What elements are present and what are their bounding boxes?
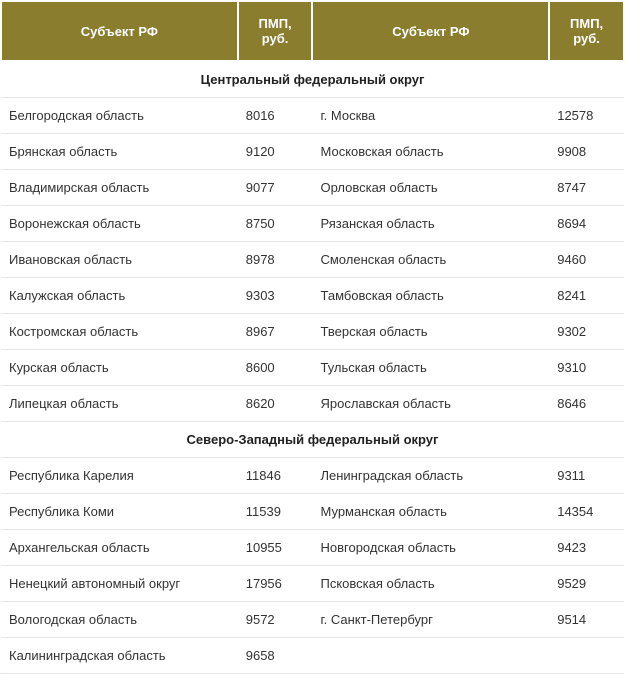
region-value-cell: 8978 (238, 242, 313, 278)
table-row: Белгородская область8016г. Москва12578 (1, 98, 624, 134)
region-name-cell: Тамбовская область (312, 278, 549, 314)
table-row: Костромская область8967Тверская область9… (1, 314, 624, 350)
region-name-cell: Новгородская область (312, 530, 549, 566)
region-name-cell: Владимирская область (1, 170, 238, 206)
region-value-cell: 9460 (549, 242, 624, 278)
region-value-cell: 8241 (549, 278, 624, 314)
table-row: Липецкая область8620Ярославская область8… (1, 386, 624, 422)
section-header: Северо-Западный федеральный округ (1, 422, 624, 458)
section-title: Центральный федеральный округ (1, 61, 624, 98)
region-value-cell: 8600 (238, 350, 313, 386)
region-value-cell: 9423 (549, 530, 624, 566)
region-value-cell: 8967 (238, 314, 313, 350)
region-value-cell: 9908 (549, 134, 624, 170)
region-name-cell: Псковская область (312, 566, 549, 602)
region-name-cell: Архангельская область (1, 530, 238, 566)
section-header: Центральный федеральный округ (1, 61, 624, 98)
region-value-cell: 8747 (549, 170, 624, 206)
region-name-cell: г. Санкт-Петербург (312, 602, 549, 638)
region-name-cell: Вологодская область (1, 602, 238, 638)
region-value-cell: 9077 (238, 170, 313, 206)
table-row: Архангельская область10955Новгородская о… (1, 530, 624, 566)
region-value-cell: 9310 (549, 350, 624, 386)
region-value-cell: 9658 (238, 638, 313, 674)
header-row: Субъект РФ ПМП, руб. Субъект РФ ПМП, руб… (1, 1, 624, 61)
region-value-cell: 9120 (238, 134, 313, 170)
region-value-cell: 9514 (549, 602, 624, 638)
region-name-cell: Воронежская область (1, 206, 238, 242)
region-name-cell: г. Москва (312, 98, 549, 134)
region-name-cell: Липецкая область (1, 386, 238, 422)
table-row: Калужская область9303Тамбовская область8… (1, 278, 624, 314)
region-value-cell: 8646 (549, 386, 624, 422)
region-name-cell: Ярославская область (312, 386, 549, 422)
region-name-cell: Мурманская область (312, 494, 549, 530)
region-name-cell: Смоленская область (312, 242, 549, 278)
region-name-cell: Рязанская область (312, 206, 549, 242)
table-row: Брянская область9120Московская область99… (1, 134, 624, 170)
region-name-cell: Тульская область (312, 350, 549, 386)
region-name-cell: Ленинградская область (312, 458, 549, 494)
table-row: Ненецкий автономный округ17956Псковская … (1, 566, 624, 602)
region-name-cell: Брянская область (1, 134, 238, 170)
region-value-cell: 10955 (238, 530, 313, 566)
region-name-cell: Курская область (1, 350, 238, 386)
region-name-cell: Республика Карелия (1, 458, 238, 494)
table-row: Владимирская область9077Орловская област… (1, 170, 624, 206)
table-row: Воронежская область8750Рязанская область… (1, 206, 624, 242)
region-value-cell: 8694 (549, 206, 624, 242)
region-value-cell: 8016 (238, 98, 313, 134)
section-title: Северо-Западный федеральный округ (1, 422, 624, 458)
region-value-cell: 8750 (238, 206, 313, 242)
region-value-cell: 12578 (549, 98, 624, 134)
region-name-cell: Белгородская область (1, 98, 238, 134)
region-value-cell: 8620 (238, 386, 313, 422)
table-row: Ивановская область8978Смоленская область… (1, 242, 624, 278)
region-name-cell: Орловская область (312, 170, 549, 206)
region-name-cell: Тверская область (312, 314, 549, 350)
region-value-cell: 9303 (238, 278, 313, 314)
header-subject-left: Субъект РФ (1, 1, 238, 61)
header-pmp-left: ПМП, руб. (238, 1, 313, 61)
table-row: Калининградская область9658 (1, 638, 624, 674)
region-name-cell: Ненецкий автономный округ (1, 566, 238, 602)
region-value-cell: 9311 (549, 458, 624, 494)
table-row: Республика Коми11539Мурманская область14… (1, 494, 624, 530)
region-value-cell (549, 638, 624, 674)
region-value-cell: 11539 (238, 494, 313, 530)
region-name-cell: Ивановская область (1, 242, 238, 278)
header-pmp-right: ПМП, руб. (549, 1, 624, 61)
pmp-table: Субъект РФ ПМП, руб. Субъект РФ ПМП, руб… (0, 0, 625, 674)
header-subject-right: Субъект РФ (312, 1, 549, 61)
region-value-cell: 14354 (549, 494, 624, 530)
region-name-cell: Московская область (312, 134, 549, 170)
region-value-cell: 9529 (549, 566, 624, 602)
table-row: Курская область8600Тульская область9310 (1, 350, 624, 386)
table-row: Республика Карелия11846Ленинградская обл… (1, 458, 624, 494)
table-row: Вологодская область9572г. Санкт-Петербур… (1, 602, 624, 638)
region-value-cell: 11846 (238, 458, 313, 494)
region-value-cell: 9302 (549, 314, 624, 350)
region-name-cell: Костромская область (1, 314, 238, 350)
region-name-cell: Республика Коми (1, 494, 238, 530)
region-value-cell: 17956 (238, 566, 313, 602)
region-name-cell: Калужская область (1, 278, 238, 314)
region-name-cell (312, 638, 549, 674)
region-value-cell: 9572 (238, 602, 313, 638)
region-name-cell: Калининградская область (1, 638, 238, 674)
